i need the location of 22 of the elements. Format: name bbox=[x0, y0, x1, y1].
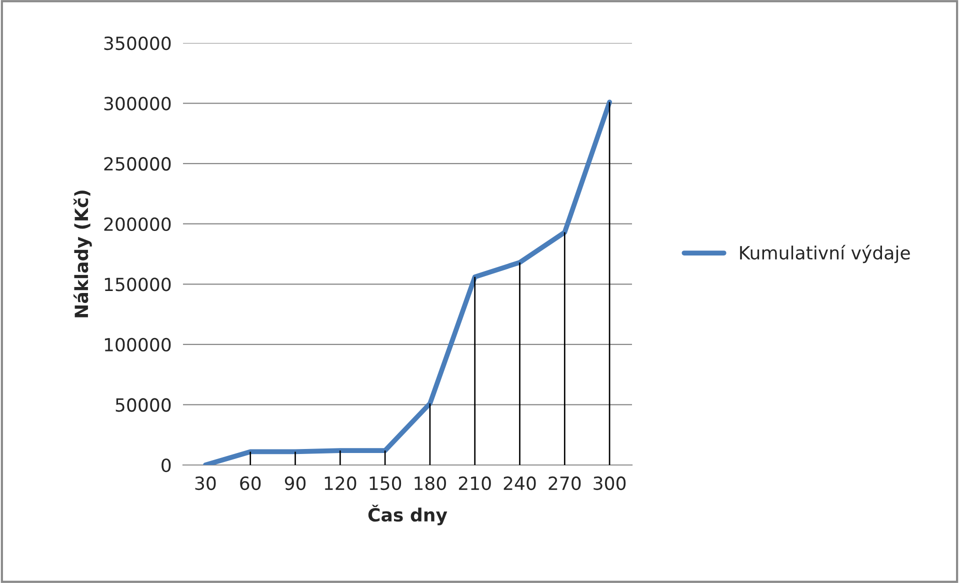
y-tick-label: 50000 bbox=[116, 398, 171, 412]
x-tick-label: 60 bbox=[240, 476, 261, 490]
x-axis-title: Čas dny bbox=[368, 504, 448, 526]
x-tick-label: 150 bbox=[370, 476, 402, 490]
x-tick-label: 30 bbox=[195, 476, 216, 490]
y-tick-label: 250000 bbox=[104, 157, 171, 171]
y-tick-label: 0 bbox=[162, 458, 171, 472]
y-tick-label: 200000 bbox=[104, 217, 171, 231]
x-tick-label: 90 bbox=[284, 476, 306, 490]
y-axis-title: Náklady (Kč) bbox=[74, 190, 92, 318]
x-tick-label: 240 bbox=[504, 476, 536, 490]
x-tick-label: 210 bbox=[458, 476, 491, 490]
x-tick-label: 120 bbox=[324, 476, 356, 490]
y-tick-label: 100000 bbox=[104, 338, 171, 352]
line-series bbox=[203, 100, 612, 465]
y-tick-label: 350000 bbox=[104, 36, 171, 50]
y-tick-label: 150000 bbox=[104, 278, 171, 292]
y-tick-label: 300000 bbox=[104, 96, 171, 110]
x-tick-label: 180 bbox=[414, 476, 446, 490]
x-tick-label: 300 bbox=[594, 476, 626, 490]
legend-label: Kumulativní výdaje bbox=[740, 244, 910, 264]
x-tick-label: 270 bbox=[548, 476, 581, 490]
